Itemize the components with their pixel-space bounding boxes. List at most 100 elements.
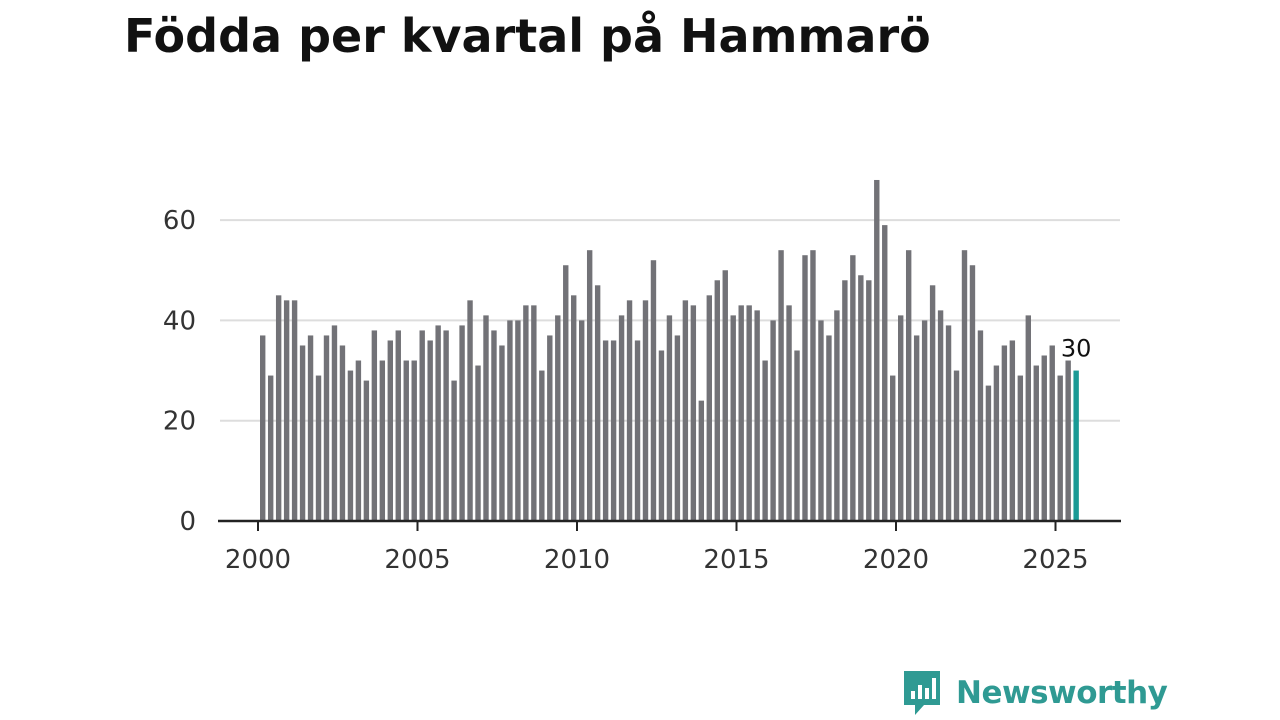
bar bbox=[499, 345, 505, 521]
newsworthy-logo-icon bbox=[904, 671, 940, 715]
bar bbox=[794, 350, 800, 521]
bar bbox=[371, 330, 378, 521]
bar bbox=[802, 255, 808, 521]
highlighted-bar bbox=[1073, 370, 1079, 521]
bar bbox=[810, 250, 816, 521]
bar bbox=[395, 330, 401, 521]
bar bbox=[419, 330, 425, 521]
y-tick-label: 20 bbox=[163, 407, 196, 437]
bar bbox=[866, 280, 872, 521]
bar bbox=[730, 315, 736, 521]
bar bbox=[818, 320, 824, 521]
bar bbox=[706, 295, 712, 521]
bar bbox=[714, 280, 720, 521]
bar bbox=[355, 360, 362, 521]
bar bbox=[443, 330, 449, 521]
bar bbox=[690, 305, 697, 521]
bar bbox=[834, 310, 840, 521]
bar bbox=[1057, 375, 1063, 521]
bar bbox=[594, 285, 601, 521]
bar bbox=[1041, 355, 1047, 521]
bar bbox=[937, 310, 944, 521]
bar bbox=[299, 345, 306, 521]
bar bbox=[275, 295, 282, 521]
bar bbox=[658, 350, 665, 521]
y-tick-label: 60 bbox=[163, 206, 196, 236]
bar bbox=[993, 365, 1000, 521]
bar bbox=[666, 315, 673, 521]
bar bbox=[634, 340, 641, 521]
bar bbox=[283, 300, 290, 521]
bar bbox=[985, 385, 992, 521]
bar bbox=[291, 300, 298, 521]
bar bbox=[738, 305, 744, 521]
bar bbox=[642, 300, 649, 521]
bar bbox=[953, 370, 960, 521]
bar bbox=[890, 375, 896, 521]
bar bbox=[826, 335, 832, 521]
bar bbox=[1025, 315, 1031, 521]
bar bbox=[491, 330, 497, 521]
bar bbox=[507, 320, 513, 521]
bar bbox=[929, 285, 936, 521]
bar bbox=[945, 325, 952, 521]
bar bbox=[977, 330, 984, 521]
bar bbox=[563, 265, 569, 521]
x-tick-label: 2010 bbox=[544, 545, 610, 575]
bar bbox=[770, 320, 776, 521]
bar bbox=[267, 375, 274, 521]
bar bbox=[1065, 360, 1071, 521]
bar bbox=[762, 360, 768, 521]
y-tick-label: 0 bbox=[179, 507, 196, 537]
bar bbox=[874, 179, 880, 522]
bar bbox=[459, 325, 465, 521]
bar bbox=[387, 340, 393, 521]
newsworthy-brand[interactable]: Newsworthy bbox=[902, 668, 1168, 718]
x-tick-label: 2005 bbox=[384, 545, 450, 575]
bar bbox=[315, 375, 322, 521]
x-tick-label: 2025 bbox=[1022, 545, 1088, 575]
bar bbox=[602, 340, 609, 521]
bar bbox=[1017, 375, 1024, 521]
bar bbox=[786, 305, 792, 521]
bar bbox=[323, 335, 330, 521]
bar bbox=[858, 275, 864, 521]
bar bbox=[483, 315, 489, 521]
bar bbox=[523, 305, 529, 521]
bar bbox=[961, 250, 968, 521]
bar bbox=[842, 280, 848, 521]
bar bbox=[555, 315, 561, 521]
y-tick-label: 40 bbox=[163, 306, 196, 336]
bar bbox=[1033, 365, 1039, 521]
bar bbox=[921, 320, 928, 521]
bar bbox=[674, 335, 681, 521]
x-tick-label: 2020 bbox=[863, 545, 929, 575]
bar bbox=[905, 250, 912, 521]
bar bbox=[722, 270, 728, 521]
bar bbox=[467, 300, 473, 521]
bar bbox=[682, 300, 689, 521]
bar bbox=[547, 335, 553, 521]
bar bbox=[427, 340, 433, 521]
bar bbox=[882, 225, 888, 521]
bar bbox=[618, 315, 625, 521]
bar bbox=[898, 315, 904, 521]
bar bbox=[379, 360, 386, 521]
bar bbox=[531, 305, 537, 521]
bar bbox=[1049, 345, 1055, 521]
bar bbox=[411, 360, 417, 521]
bar bbox=[746, 305, 752, 521]
bar bbox=[363, 380, 370, 521]
bar bbox=[539, 370, 545, 521]
bar bbox=[586, 250, 593, 521]
bar bbox=[778, 250, 784, 521]
bar bbox=[475, 365, 481, 521]
bar bbox=[435, 325, 441, 521]
bar bbox=[626, 300, 633, 521]
highlight-value-label: 30 bbox=[1061, 335, 1092, 363]
bar bbox=[1009, 340, 1016, 521]
bar bbox=[650, 260, 657, 521]
bar bbox=[403, 360, 409, 521]
bar bbox=[451, 380, 457, 521]
